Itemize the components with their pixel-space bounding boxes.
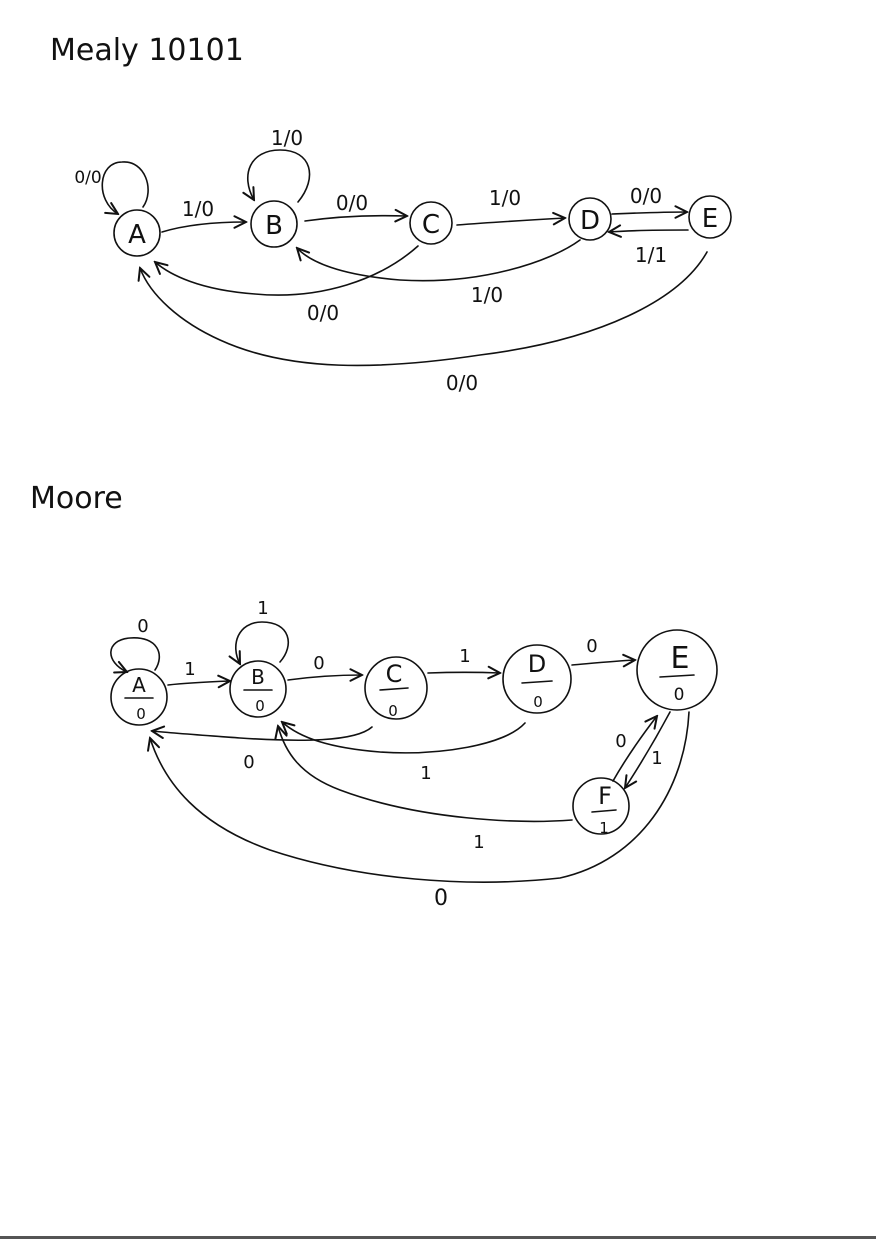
mealy-state-d-label: D [580, 206, 600, 236]
moore-label-f-b: 1 [473, 832, 484, 853]
moore-edge-c-d [427, 672, 500, 673]
moore-label-a-a: 0 [137, 616, 148, 637]
moore-state-c-name: C [386, 660, 403, 688]
moore-label-c-a: 0 [243, 752, 254, 773]
moore-state-f-name: F [598, 782, 612, 810]
mealy-label-a-a: 0/0 [74, 168, 101, 188]
mealy-state-e-label: E [702, 204, 718, 234]
mealy-edge-e-a [140, 251, 708, 367]
mealy-edge-c-a [155, 245, 419, 296]
mealy-label-b-c: 0/0 [336, 191, 368, 215]
mealy-state-a-label: A [128, 220, 146, 250]
mealy-state-c-label: C [422, 210, 440, 240]
moore-state-f-divider [591, 809, 617, 813]
moore-state-a-output: 0 [136, 705, 146, 723]
moore-title: Moore [30, 481, 123, 516]
mealy-state-e: E [688, 195, 732, 239]
mealy-state-a: A [113, 209, 161, 257]
mealy-state-b: B [250, 200, 298, 248]
moore-edge-a-b [167, 681, 230, 685]
moore-edge-f-e [612, 716, 657, 782]
moore-state-c-divider [379, 687, 409, 691]
mealy-state-c: C [409, 201, 453, 245]
mealy-edge-e-d [609, 230, 689, 232]
moore-label-f-e: 0 [615, 731, 626, 752]
mealy-label-e-d: 1/1 [635, 243, 667, 267]
mealy-label-d-e: 0/0 [630, 184, 662, 208]
moore-label-d-e: 0 [586, 636, 597, 657]
moore-edge-d-b [282, 722, 526, 754]
moore-state-b-output: 0 [255, 697, 265, 715]
moore-label-e-a: 0 [434, 886, 448, 911]
mealy-edge-d-b [297, 239, 581, 282]
moore-state-d-output: 0 [533, 693, 543, 711]
moore-edge-e-f [625, 711, 671, 788]
moore-state-e-name: E [671, 641, 690, 676]
moore-edge-b-b [236, 621, 290, 664]
mealy-label-b-b: 1/0 [271, 126, 303, 150]
mealy-edge-d-e [611, 212, 687, 214]
moore-state-d-divider [521, 680, 553, 684]
mealy-edge-a-a [101, 161, 149, 214]
moore-state-f-output: 1 [599, 819, 609, 837]
moore-state-a-name: A [132, 673, 146, 697]
mealy-state-b-label: B [265, 211, 283, 241]
moore-state-e-output: 0 [674, 685, 685, 705]
moore-state-d-name: D [528, 650, 546, 678]
mealy-label-c-d: 1/0 [489, 186, 521, 210]
mealy-edge-a-b [161, 222, 246, 233]
moore-edge-a-a [110, 637, 160, 672]
moore-state-b: B 0 [229, 660, 287, 718]
moore-label-a-b: 1 [184, 659, 195, 680]
mealy-edge-b-b [248, 149, 311, 203]
moore-state-f: F 1 [572, 777, 630, 837]
moore-state-a: A 0 [110, 668, 168, 726]
moore-label-e-f: 1 [651, 748, 662, 769]
moore-edge-f-b [278, 726, 573, 823]
moore-state-c-output: 0 [388, 702, 398, 720]
moore-label-b-b: 1 [257, 598, 268, 619]
moore-label-d-b: 1 [420, 763, 431, 784]
moore-label-c-d: 1 [459, 646, 470, 667]
mealy-label-c-a: 0/0 [307, 301, 339, 325]
mealy-title: Mealy 10101 [50, 33, 244, 68]
mealy-state-d: D [568, 197, 612, 241]
moore-edge-c-a [152, 727, 373, 742]
mealy-edge-c-d [456, 218, 565, 226]
page-bottom-border [0, 1236, 876, 1239]
moore-state-d: D 0 [502, 644, 572, 714]
moore-edge-b-c [287, 675, 362, 680]
moore-state-e: E 0 [636, 629, 718, 711]
mealy-label-a-b: 1/0 [182, 197, 214, 221]
mealy-label-d-b: 1/0 [471, 283, 503, 307]
moore-label-b-c: 0 [313, 653, 324, 674]
moore-edge-e-a [150, 711, 690, 883]
moore-state-c: C 0 [364, 656, 428, 720]
moore-edge-d-e [571, 660, 635, 665]
mealy-edge-b-c [304, 216, 407, 221]
moore-state-e-divider [659, 674, 695, 678]
mealy-label-e-a: 0/0 [446, 371, 478, 395]
moore-state-b-name: B [251, 665, 265, 689]
